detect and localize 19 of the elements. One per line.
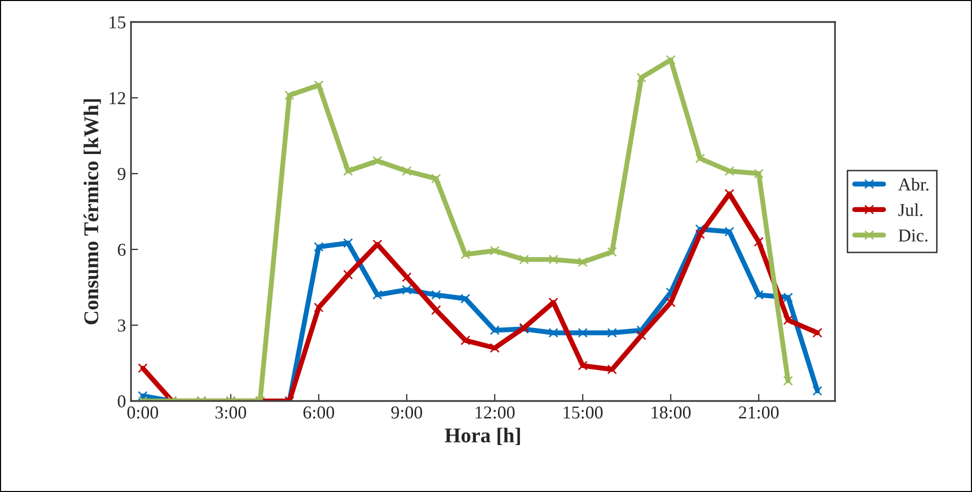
legend-label: Jul. <box>898 203 922 216</box>
x-tick-label: 18:00 <box>652 406 691 419</box>
x-tick-label: 3:00 <box>216 406 246 419</box>
x-tick-label: 21:00 <box>738 406 779 419</box>
y-axis-title: Consumo Térmico [kWh] <box>84 99 101 324</box>
y-tick-label: 6 <box>118 244 126 256</box>
legend-label: Abr. <box>898 178 928 191</box>
y-tick-label: 15 <box>110 16 126 28</box>
y-tick-label: 3 <box>118 320 126 332</box>
x-tick-label: 12:00 <box>476 406 515 419</box>
x-axis-title: Hora [h] <box>444 428 520 446</box>
legend-label: Dic. <box>898 229 928 242</box>
x-tick-label: 15:00 <box>564 406 603 419</box>
y-tick-label: 9 <box>118 168 126 180</box>
x-tick-label: 0:00 <box>127 406 158 419</box>
x-tick-label: 9:00 <box>391 406 422 419</box>
y-tick-label: 12 <box>110 92 126 104</box>
y-tick-label: 0 <box>118 395 126 408</box>
x-tick-label: 6:00 <box>303 406 334 419</box>
